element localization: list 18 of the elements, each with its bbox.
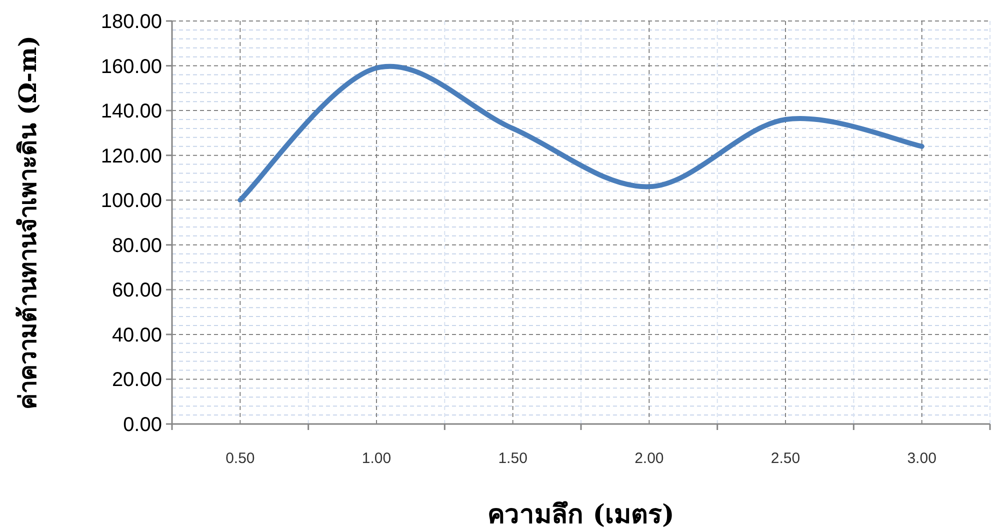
x-tick-label: 1.50 bbox=[498, 450, 528, 467]
y-tick-label: 40.00 bbox=[112, 324, 162, 346]
y-tick-label: 160.00 bbox=[100, 56, 162, 78]
x-tick-label: 0.50 bbox=[226, 450, 255, 467]
x-axis-title: ความลึก (เมตร) bbox=[488, 500, 674, 530]
y-axis-title: ค่าความต้านทานจำเพาะดิน (Ω-m) bbox=[13, 36, 42, 410]
y-tick-label: 140.00 bbox=[100, 100, 162, 123]
y-tick-label: 80.00 bbox=[112, 234, 162, 257]
x-tick-label: 2.00 bbox=[634, 450, 664, 467]
x-tick-label: 2.50 bbox=[770, 450, 800, 467]
y-tick-label: 180.00 bbox=[100, 11, 162, 33]
y-tick-label: 120.00 bbox=[100, 145, 162, 168]
x-tick-label: 3.00 bbox=[907, 450, 936, 467]
x-tick-label: 1.00 bbox=[362, 450, 392, 467]
y-tick-label: 0.00 bbox=[123, 414, 162, 436]
y-tick-label: 20.00 bbox=[112, 369, 162, 392]
y-tick-label: 100.00 bbox=[100, 190, 162, 212]
y-tick-label: 60.00 bbox=[112, 280, 162, 302]
